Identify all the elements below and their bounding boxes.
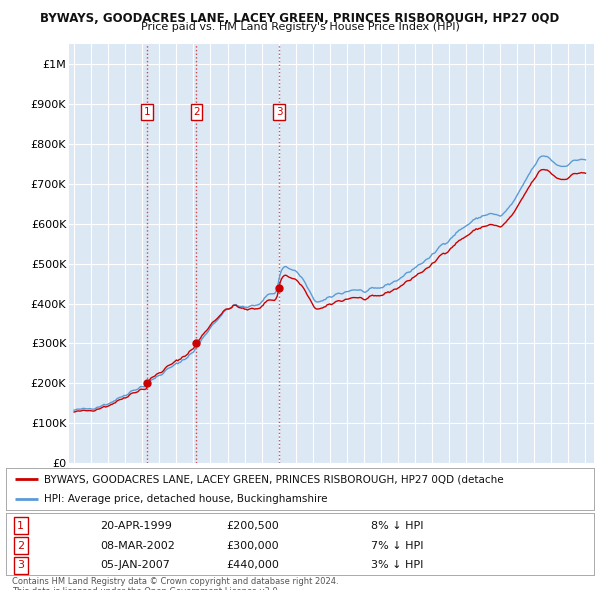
Text: BYWAYS, GOODACRES LANE, LACEY GREEN, PRINCES RISBOROUGH, HP27 0QD: BYWAYS, GOODACRES LANE, LACEY GREEN, PRI… (40, 12, 560, 25)
Text: Contains HM Land Registry data © Crown copyright and database right 2024.
This d: Contains HM Land Registry data © Crown c… (12, 577, 338, 590)
Text: 1: 1 (17, 521, 24, 530)
Text: £300,000: £300,000 (227, 540, 279, 550)
Text: Price paid vs. HM Land Registry's House Price Index (HPI): Price paid vs. HM Land Registry's House … (140, 22, 460, 32)
Text: 08-MAR-2002: 08-MAR-2002 (100, 540, 175, 550)
Text: HPI: Average price, detached house, Buckinghamshire: HPI: Average price, detached house, Buck… (44, 494, 328, 504)
Text: 8% ↓ HPI: 8% ↓ HPI (371, 521, 423, 530)
Text: 2: 2 (17, 540, 24, 550)
Text: 1: 1 (144, 107, 151, 117)
Text: 3: 3 (17, 560, 24, 571)
Text: 20-APR-1999: 20-APR-1999 (100, 521, 172, 530)
Text: 7% ↓ HPI: 7% ↓ HPI (371, 540, 423, 550)
Text: 3% ↓ HPI: 3% ↓ HPI (371, 560, 423, 571)
Text: BYWAYS, GOODACRES LANE, LACEY GREEN, PRINCES RISBOROUGH, HP27 0QD (detache: BYWAYS, GOODACRES LANE, LACEY GREEN, PRI… (44, 474, 504, 484)
Text: £440,000: £440,000 (227, 560, 280, 571)
Text: £200,500: £200,500 (227, 521, 280, 530)
Text: 05-JAN-2007: 05-JAN-2007 (100, 560, 170, 571)
Text: 2: 2 (193, 107, 200, 117)
Text: 3: 3 (275, 107, 283, 117)
